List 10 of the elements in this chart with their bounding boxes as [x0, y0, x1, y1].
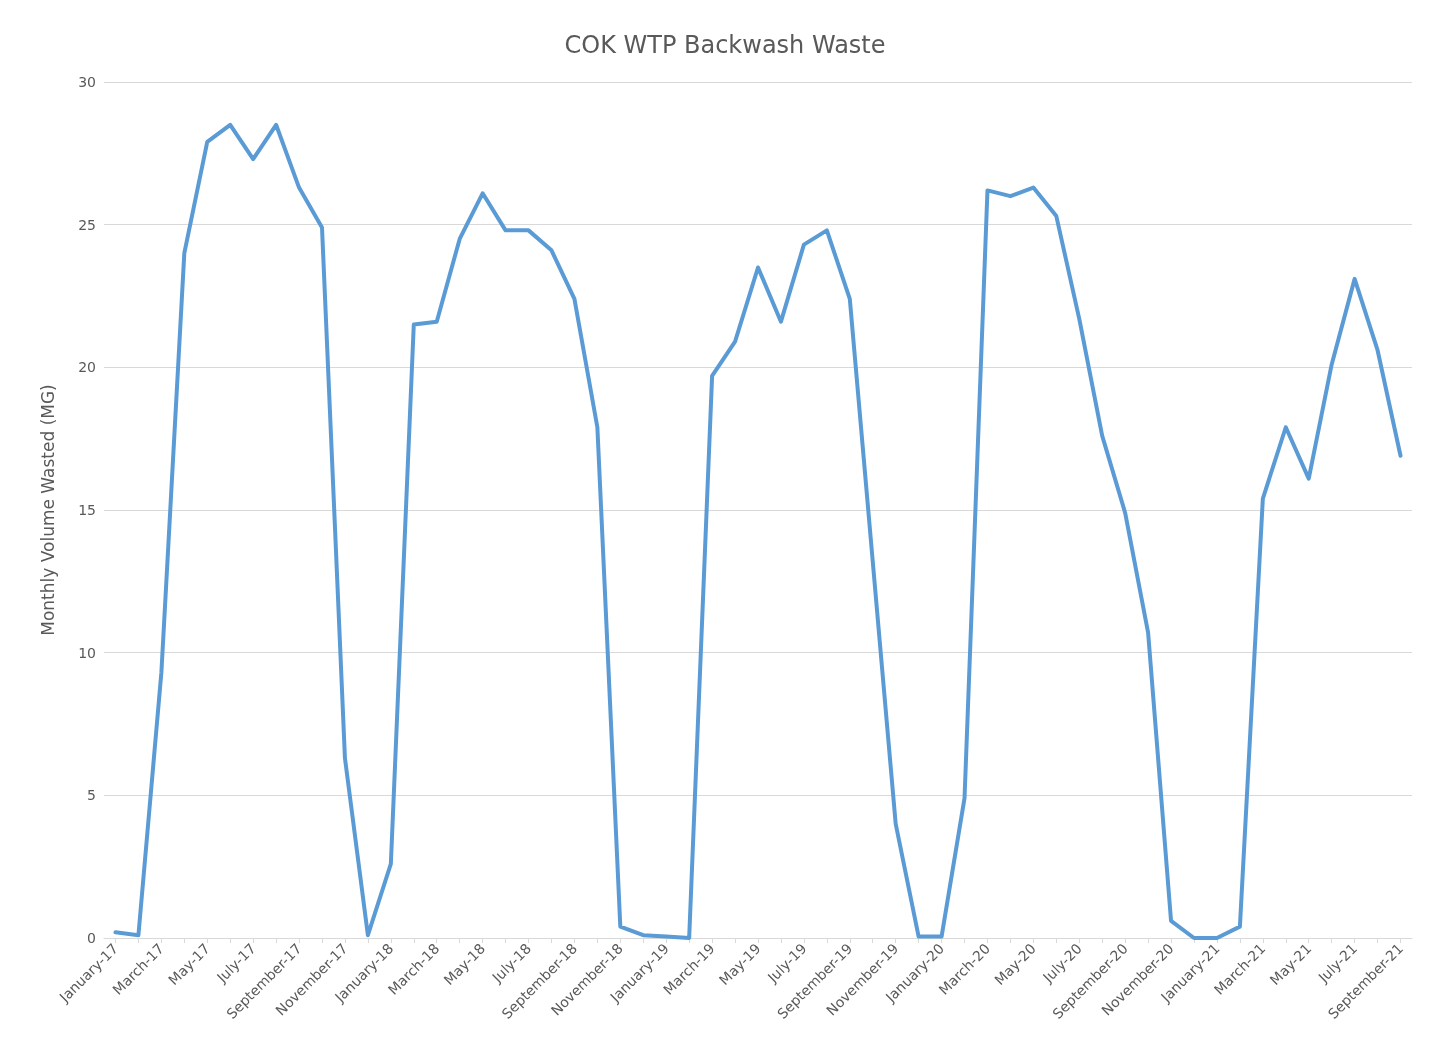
line-series — [113, 122, 1403, 940]
chart-title: COK WTP Backwash Waste — [564, 31, 886, 59]
y-tick-label: 15 — [78, 502, 96, 518]
y-tick-label: 5 — [87, 787, 96, 804]
y-tick-label: 25 — [78, 216, 96, 233]
y-axis-title: Monthly Volume Wasted (MG) — [37, 384, 58, 636]
y-tick-label: 0 — [87, 930, 96, 946]
y-tick-label: 30 — [78, 74, 96, 90]
y-tick-label: 10 — [78, 644, 96, 661]
y-tick-label: 20 — [78, 359, 96, 376]
